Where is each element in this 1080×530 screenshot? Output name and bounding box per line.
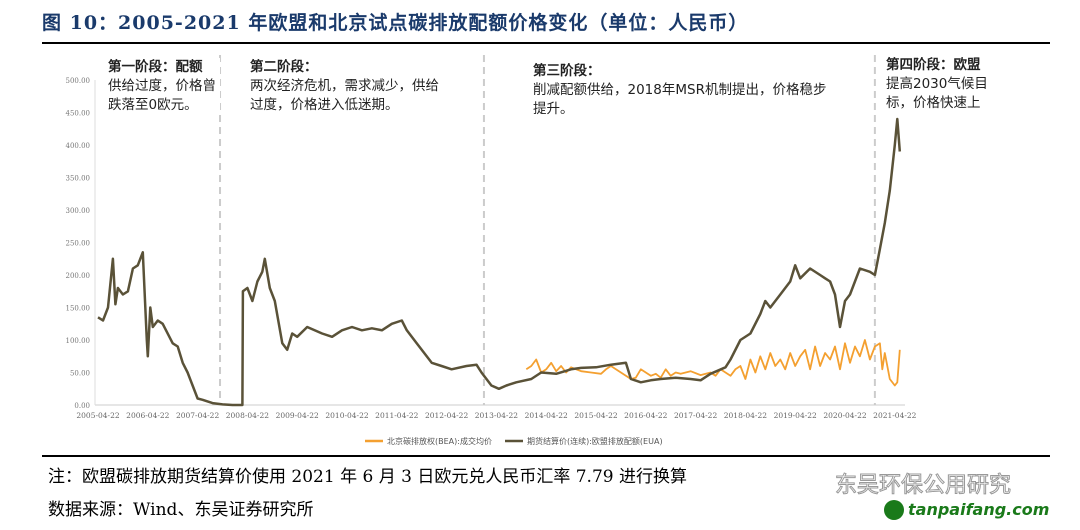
series-line-eua: [97, 117, 902, 407]
annotation-head: 第一阶段：配额: [108, 59, 203, 75]
y-tick-label: 200.00: [66, 272, 91, 280]
data-source: 数据来源：Wind、东吴证券研究所: [48, 500, 314, 520]
annotation-head: 第二阶段：: [250, 59, 318, 75]
y-tick-label: 50.00: [70, 370, 90, 378]
series-line-bea: [525, 339, 901, 387]
y-tick-label: 0.00: [74, 402, 90, 410]
x-tick-label: 2020-04-22: [823, 411, 866, 420]
x-tick-label: 2008-04-22: [226, 411, 269, 420]
x-tick-label: 2007-04-22: [176, 411, 219, 420]
annotation-body: 供给过度，价格曾跌落至0欧元。: [108, 78, 216, 113]
annotation-head: 第三阶段：: [533, 63, 601, 79]
y-tick-label: 350.00: [66, 175, 91, 183]
y-tick-label: 500.00: [66, 77, 91, 85]
x-tick-label: 2005-04-22: [76, 411, 119, 420]
y-tick-label: 400.00: [66, 142, 91, 150]
x-tick-label: 2018-04-22: [724, 411, 767, 420]
y-tick-label: 150.00: [66, 305, 91, 313]
annotation-stage-4: 第四阶段：欧盟提高2030气候目标，价格快速上: [886, 56, 998, 113]
bottom-rule: [42, 455, 1050, 457]
legend-label: 北京碳排放权(BEA):成交均价: [387, 436, 492, 446]
annotation-body: 削减配额供给，2018年MSR机制提出，价格稳步提升。: [533, 82, 827, 117]
top-rule: [42, 42, 1050, 44]
x-tick-label: 2016-04-22: [624, 411, 667, 420]
watermark-site: tanpaifang.com: [908, 500, 1050, 519]
y-tick-label: 300.00: [66, 207, 91, 215]
annotation-body: 两次经济危机，需求减少，供给过度，价格进入低迷期。: [250, 78, 439, 113]
annotation-head: 第四阶段：欧盟: [886, 57, 981, 73]
annotation-stage-2: 第二阶段： 两次经济危机，需求减少，供给过度，价格进入低迷期。: [250, 58, 450, 115]
x-tick-label: 2019-04-22: [774, 411, 817, 420]
annotation-stage-3: 第三阶段： 削减配额供给，2018年MSR机制提出，价格稳步提升。: [533, 62, 833, 119]
watermark-text: 东吴环保公用研究: [834, 473, 1012, 499]
y-tick-label: 250.00: [66, 240, 91, 248]
y-tick-label: 450.00: [66, 110, 91, 118]
footnote: 注：欧盟碳排放期货结算价使用 2021 年 6 月 3 日欧元兑人民币汇率 7.…: [48, 467, 687, 487]
x-tick-label: 2010-04-22: [325, 411, 368, 420]
x-tick-label: 2006-04-22: [126, 411, 169, 420]
annotation-body: 提高2030气候目标，价格快速上: [886, 76, 988, 111]
x-tick-label: 2011-04-22: [375, 411, 418, 420]
x-tick-label: 2021-04-22: [873, 411, 916, 420]
x-tick-label: 2015-04-22: [574, 411, 617, 420]
y-tick-label: 100.00: [66, 337, 91, 345]
legend-label: 期货结算价(连续):欧盟排放配额(EUA): [527, 436, 663, 446]
tanpaifang-logo-icon: [884, 500, 904, 520]
x-tick-label: 2014-04-22: [525, 411, 568, 420]
x-tick-label: 2012-04-22: [425, 411, 468, 420]
x-tick-label: 2017-04-22: [674, 411, 717, 420]
figure-title: 图 10：2005-2021 年欧盟和北京试点碳排放配额价格变化（单位：人民币）: [42, 12, 749, 34]
annotation-stage-1: 第一阶段：配额供给过度，价格曾跌落至0欧元。: [108, 58, 220, 115]
x-tick-label: 2013-04-22: [475, 411, 518, 420]
x-tick-label: 2009-04-22: [276, 411, 319, 420]
